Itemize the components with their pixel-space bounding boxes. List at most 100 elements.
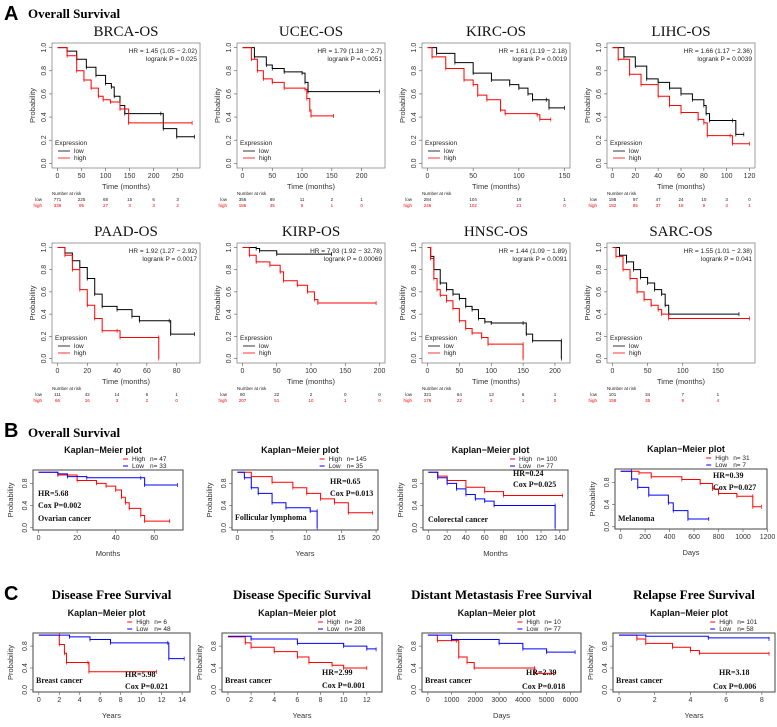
x-axis-label: Years: [102, 711, 121, 720]
risk-count: 95: [79, 203, 85, 208]
y-axis-label: Probability: [396, 482, 405, 517]
cox-p-value: Cox P=0.013: [330, 489, 373, 498]
legend-label-high: High: [132, 456, 146, 463]
risk-row-label: high: [218, 203, 227, 208]
survival-curve-high: [612, 47, 750, 145]
x-tick-label: 50: [268, 173, 276, 180]
x-tick-label: 0: [56, 368, 60, 375]
risk-count: 0: [344, 392, 347, 397]
legend-label-low: low: [259, 343, 269, 350]
risk-count: 102: [469, 203, 477, 208]
x-tick-label: 150: [517, 368, 529, 375]
x-tick-label: 50: [273, 368, 281, 375]
y-tick-label: 0.6: [41, 89, 48, 99]
legend-label-low: low: [74, 343, 84, 350]
y-tick-label: 0.0: [411, 685, 418, 695]
survival-curve-high: [227, 636, 367, 669]
risk-count: 47: [656, 197, 662, 202]
risk-table-title: Number at risk: [52, 191, 82, 196]
survival-curve-high: [38, 471, 170, 522]
y-tick-label: 0.2: [41, 331, 48, 341]
y-tick-label: 1.0: [596, 43, 603, 53]
x-tick-label: 10: [340, 697, 348, 704]
x-tick-label: 60: [150, 535, 158, 542]
legend-label-high: High: [715, 455, 729, 462]
risk-count: 85: [633, 203, 639, 208]
risk-row-label: low: [220, 197, 228, 202]
legend-n-low: n= 77: [544, 626, 561, 633]
legend-n-low: n= 33: [150, 463, 167, 470]
cancer-type-label: Breast cancer: [425, 676, 472, 685]
risk-count: 3: [490, 398, 493, 403]
x-tick-label: 4000: [515, 697, 531, 704]
x-tick-label: 5000: [539, 697, 555, 704]
x-tick-label: 1000: [735, 534, 751, 541]
risk-table-title: Number at risk: [237, 386, 267, 391]
plot-frame: [221, 632, 383, 693]
chart-title: PAAD-OS: [94, 224, 158, 240]
plot-frame: [51, 42, 201, 169]
x-tick-label: 0: [426, 697, 430, 704]
km-chart-hnsc-os: HNSC-OS 0 50 100 150 200 0.0 0.2 0.4 0.6 0.8 1.0 Tim…: [398, 224, 571, 403]
y-axis-label: Probability: [6, 482, 15, 517]
x-tick-label: 80: [700, 173, 708, 180]
km-chart-sarc-os: SARC-OS 0 50 100 150 0.0 0.2 0.4 0.6 0.8 1.0 Time (…: [583, 224, 756, 403]
chart-title: KIRP-OS: [282, 224, 340, 240]
plot-frame: [51, 242, 201, 364]
risk-row-label: low: [405, 392, 413, 397]
y-tick-label: 0.0: [596, 354, 603, 364]
legend-title: Expression: [240, 335, 273, 342]
x-axis-label: Days: [493, 711, 510, 720]
risk-count: 22: [274, 392, 280, 397]
risk-count: 246: [424, 203, 432, 208]
risk-count: 1: [522, 398, 525, 403]
y-tick-label: 0.6: [226, 287, 233, 297]
y-axis-label: Probability: [588, 481, 597, 516]
risk-count: 0: [378, 392, 381, 397]
x-tick-label: 12: [363, 697, 371, 704]
legend-label-high: High: [329, 456, 343, 463]
risk-count: 3: [152, 203, 155, 208]
chart-title: UCEC-OS: [279, 24, 343, 40]
hazard-ratio: HR=0.39: [713, 471, 744, 480]
risk-count: 3: [725, 203, 728, 208]
y-tick-label: 0.4: [412, 501, 419, 511]
risk-count: 284: [424, 197, 432, 202]
risk-count: 1: [175, 392, 178, 397]
x-tick-label: 120: [535, 535, 547, 542]
cox-p-value: Cox P=0.027: [713, 483, 756, 492]
y-tick-label: 0.2: [41, 135, 48, 145]
survival-curve-high: [57, 246, 160, 359]
x-tick-label: 0: [235, 535, 239, 542]
y-tick-label: 0.8: [226, 66, 233, 76]
cancer-type-label: Breast cancer: [225, 676, 272, 685]
logrank-p: logrank P = 0.0017: [142, 256, 197, 263]
legend-title: Expression: [610, 335, 643, 342]
km-chart-kaplan-meier-plot: Kaplan−Meier plot 0 20 40 60 80 100 120 140 0.0 0.…: [396, 445, 569, 558]
hazard-ratio: HR = 1.61 (1.19 − 2.18): [499, 48, 567, 55]
risk-count: 21: [516, 203, 522, 208]
y-tick-label: 0.2: [226, 135, 233, 145]
risk-count: 0: [175, 398, 178, 403]
y-tick-label: 0.0: [22, 685, 29, 695]
legend-title: Expression: [425, 335, 458, 342]
legend-label-low: low: [629, 148, 639, 155]
risk-count: 16: [85, 398, 91, 403]
y-tick-label: 0.8: [211, 641, 218, 651]
km-chart-kirc-os: KIRC-OS 0 50 100 150 0.0 0.2 0.4 0.6 0.8 1.0 Time (…: [398, 24, 570, 208]
x-axis-label: Time (months): [472, 182, 521, 191]
y-tick-label: 0.0: [596, 158, 603, 168]
x-tick-label: 200: [356, 173, 368, 180]
y-tick-label: 0.0: [412, 523, 419, 533]
x-tick-label: 60: [481, 535, 489, 542]
y-axis-label: Probability: [213, 285, 222, 320]
risk-count: 22: [457, 398, 463, 403]
survival-type-title: Distant Metastasis Free Survival: [411, 587, 592, 602]
x-tick-label: 50: [78, 173, 86, 180]
x-tick-label: 2: [653, 697, 657, 704]
x-tick-label: 40: [462, 535, 470, 542]
x-axis-label: Years: [293, 711, 312, 720]
x-tick-label: 50: [455, 368, 463, 375]
y-tick-label: 0.8: [411, 66, 418, 76]
risk-count: 89: [270, 197, 276, 202]
